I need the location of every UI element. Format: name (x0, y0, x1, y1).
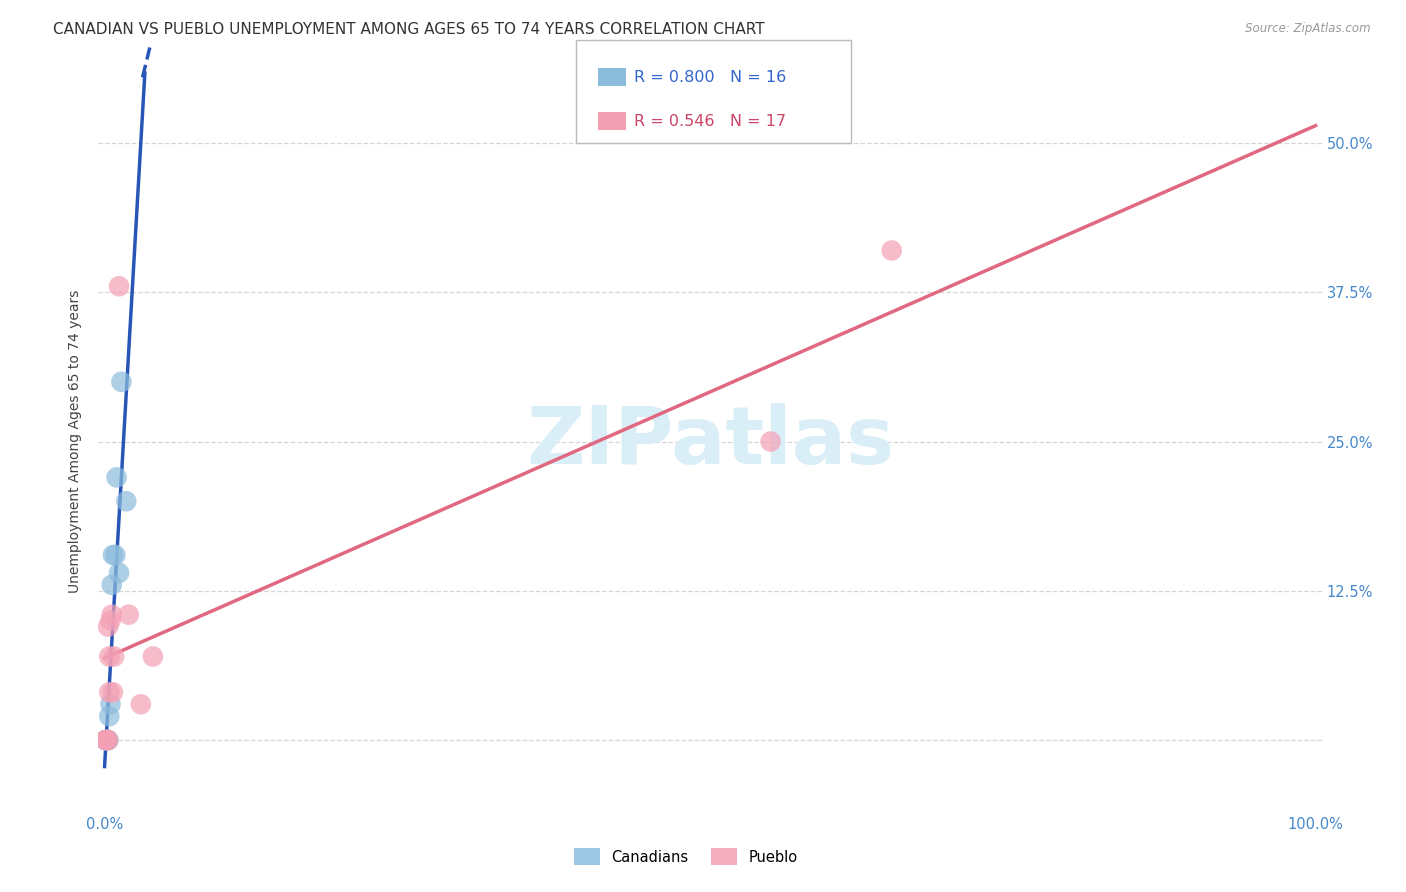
Point (115, 494, 138, 508)
Point (96, 733, 118, 747)
Point (101, 548, 124, 562)
Point (110, 375, 132, 389)
Text: R = 0.800   N = 16: R = 0.800 N = 16 (634, 70, 786, 85)
Point (108, 279, 131, 293)
Point (100, 578, 122, 592)
Point (97, 733, 120, 747)
Point (108, 566, 131, 580)
Text: Source: ZipAtlas.com: Source: ZipAtlas.com (1246, 22, 1371, 36)
Point (94, 733, 117, 747)
Point (94, 733, 117, 747)
Point (103, 649, 125, 664)
Point (104, 548, 127, 562)
Text: CANADIAN VS PUEBLO UNEMPLOYMENT AMONG AGES 65 TO 74 YEARS CORRELATION CHART: CANADIAN VS PUEBLO UNEMPLOYMENT AMONG AG… (53, 22, 765, 37)
Point (759, 434, 782, 449)
Point (101, 685, 124, 699)
Point (118, 607, 141, 622)
Point (129, 698, 152, 712)
Point (142, 649, 165, 664)
Point (97, 733, 120, 747)
Point (100, 607, 122, 622)
Point (105, 470, 128, 484)
Point (100, 698, 122, 712)
Point (97, 733, 120, 747)
Text: ZIPatlas: ZIPatlas (526, 402, 894, 481)
Legend: Canadians, Pueblo: Canadians, Pueblo (568, 843, 803, 871)
Point (98, 685, 121, 699)
Point (94, 733, 117, 747)
Point (100, 614, 122, 628)
Point (96, 733, 118, 747)
Point (94, 733, 117, 747)
Point (96, 733, 118, 747)
Point (96, 733, 118, 747)
Point (97, 620, 120, 634)
Y-axis label: Unemployment Among Ages 65 to 74 years: Unemployment Among Ages 65 to 74 years (69, 290, 83, 593)
Point (98, 649, 121, 664)
Point (880, 244, 903, 258)
Text: R = 0.546   N = 17: R = 0.546 N = 17 (634, 114, 786, 129)
Point (98, 709, 121, 723)
